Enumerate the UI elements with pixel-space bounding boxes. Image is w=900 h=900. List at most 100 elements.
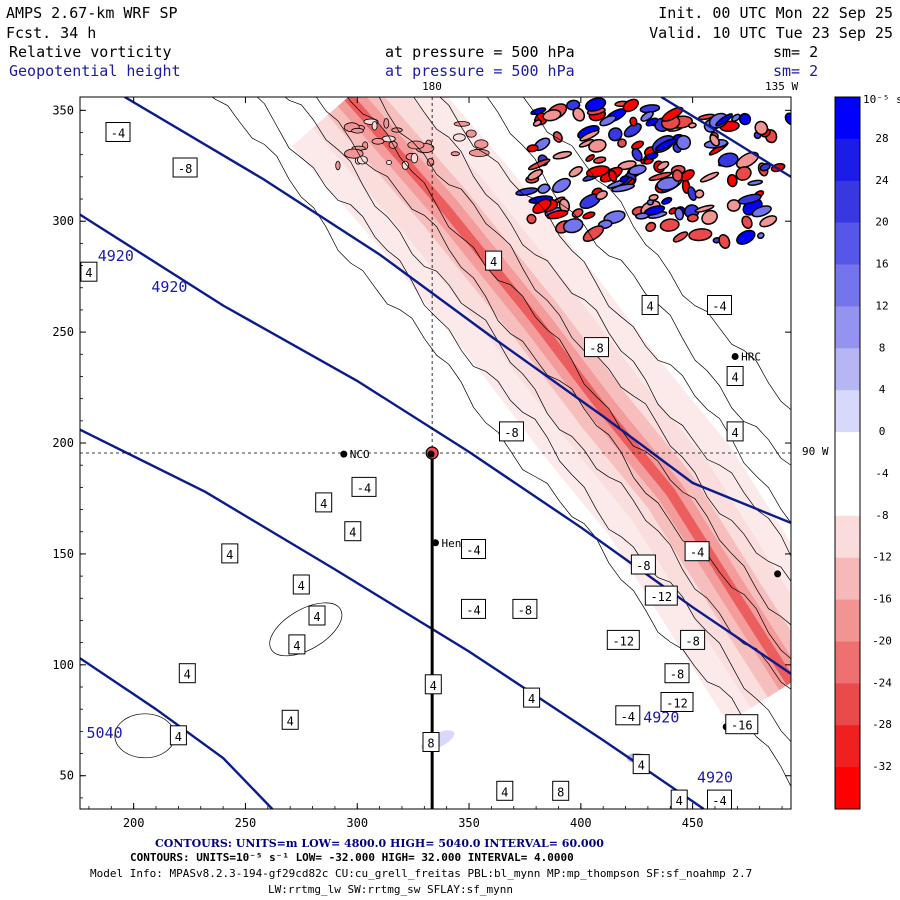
storm-cell	[640, 110, 654, 122]
vorticity-contour-line	[284, 97, 791, 690]
height-contours-info: CONTOURS: UNITS=m LOW= 4800.0 HIGH= 5040…	[155, 837, 604, 850]
contour-label: 4	[349, 526, 356, 540]
storm-cell	[645, 152, 659, 161]
colorbar-label: -8	[875, 509, 888, 522]
contour-label: 4	[298, 579, 305, 593]
storm-cell	[735, 151, 760, 169]
contour-label: 4	[313, 610, 320, 624]
storm-cell	[526, 144, 539, 153]
height-contour-label: 4920	[151, 278, 187, 296]
contour-label-box	[725, 714, 759, 735]
storm-cell	[656, 160, 670, 171]
contour-label-box	[485, 250, 503, 271]
contour-label-box	[80, 261, 98, 282]
colorbar-label: 16	[875, 258, 888, 271]
contour-label: -4	[621, 710, 635, 724]
vorticity-contour-line	[522, 97, 791, 411]
contour-label-box	[512, 598, 538, 619]
contour-label-box	[344, 521, 362, 542]
contour-label-box	[664, 663, 690, 684]
vorticity-contour-line	[413, 97, 791, 557]
contour-label: -8	[670, 668, 684, 682]
storm-cell	[526, 213, 537, 225]
colorbar-label: 8	[879, 341, 886, 354]
colorbar-swatch	[835, 683, 860, 726]
storm-cell	[635, 212, 650, 220]
station-dot	[774, 570, 782, 578]
axis-layer: 200 250 300 350 400 450 50 100 150 200 250 300 350	[52, 97, 791, 830]
storm-cell	[335, 160, 341, 171]
x-tick-label: 400	[570, 816, 592, 830]
model-info-2: LW:rrtmg_lw SW:rrtmg_sw SFLAY:sf_mynn	[268, 883, 513, 896]
height-contour-4920	[80, 213, 791, 675]
contour-label: 4	[676, 794, 683, 808]
contour-label-box	[584, 337, 609, 358]
colorbar-label: -28	[872, 718, 892, 731]
storm-cell	[792, 148, 804, 160]
height-contour-4860	[124, 97, 791, 525]
colorbar-label: 28	[875, 132, 888, 145]
storm-cell	[584, 97, 607, 112]
storm-cell	[542, 109, 562, 122]
contour-label-box	[221, 543, 239, 564]
storm-cell	[582, 211, 596, 220]
contour-label: 4	[320, 497, 327, 511]
station-dot	[427, 450, 435, 458]
contour-label-box	[684, 541, 710, 562]
forecast-hour: Fcst. 34 h	[6, 24, 96, 42]
station-dot	[432, 539, 439, 547]
storm-cell	[383, 118, 390, 129]
y-tick-label: 100	[52, 658, 74, 672]
contour-label: -4	[712, 300, 726, 314]
contour-label-box	[552, 780, 570, 801]
storm-cell	[694, 189, 705, 199]
contour-label-box	[707, 789, 732, 809]
colorbar-swatch	[835, 473, 860, 517]
y-tick-label: 350	[52, 103, 74, 117]
storm-cell	[453, 121, 471, 127]
storm-cell	[648, 171, 673, 182]
storm-cell	[595, 190, 608, 201]
vorticity-contour-line	[439, 97, 791, 524]
vorticity-contour-line	[211, 97, 791, 788]
storm-cell	[631, 147, 643, 162]
storm-cell	[593, 156, 607, 164]
contour-label-box	[644, 585, 678, 606]
storm-cell	[718, 234, 731, 249]
contour-label-box	[105, 122, 131, 142]
storm-cell	[731, 113, 741, 122]
storm-cell	[468, 148, 490, 157]
vorticity-contour-layer	[114, 97, 791, 788]
contour-label-box	[726, 421, 744, 442]
colorbar-swatch	[835, 767, 860, 810]
contour-label: 8	[557, 785, 564, 799]
vorticity-contour-line	[486, 97, 791, 466]
storm-cell	[672, 231, 689, 243]
plot-frame	[79, 96, 792, 810]
colorbar-swatch	[835, 138, 860, 182]
storm-cell	[672, 169, 683, 182]
colorbar-swatch	[835, 515, 860, 559]
station-label: HRC	[741, 351, 761, 364]
x-tick-label: 250	[235, 816, 257, 830]
model-info: Model Info: MPASv8.2.3-194-gf29cd82c CU:…	[90, 867, 752, 880]
storm-cell	[726, 173, 738, 188]
colorbar-swatch	[835, 432, 860, 475]
colorbar-swatch	[835, 641, 860, 684]
vorticity-contour-line	[378, 97, 791, 582]
storm-cell	[608, 127, 623, 142]
storm-cell	[568, 165, 583, 178]
storm-cell	[629, 116, 638, 127]
storm-cell	[371, 121, 378, 131]
field-vorticity: Relative vorticity	[9, 43, 172, 61]
contour-label-box	[523, 687, 541, 708]
colorbar-label: 24	[875, 174, 889, 187]
height-contour-label: 4920	[697, 768, 733, 786]
y-tick-label: 250	[52, 325, 74, 339]
colorbar-swatch	[835, 725, 860, 768]
contour-label: -4	[466, 603, 480, 617]
contour-label-box	[169, 725, 187, 746]
longitude-135w-label: 135 W	[765, 80, 798, 93]
storm-cell	[386, 159, 392, 165]
storm-cell	[628, 164, 647, 176]
